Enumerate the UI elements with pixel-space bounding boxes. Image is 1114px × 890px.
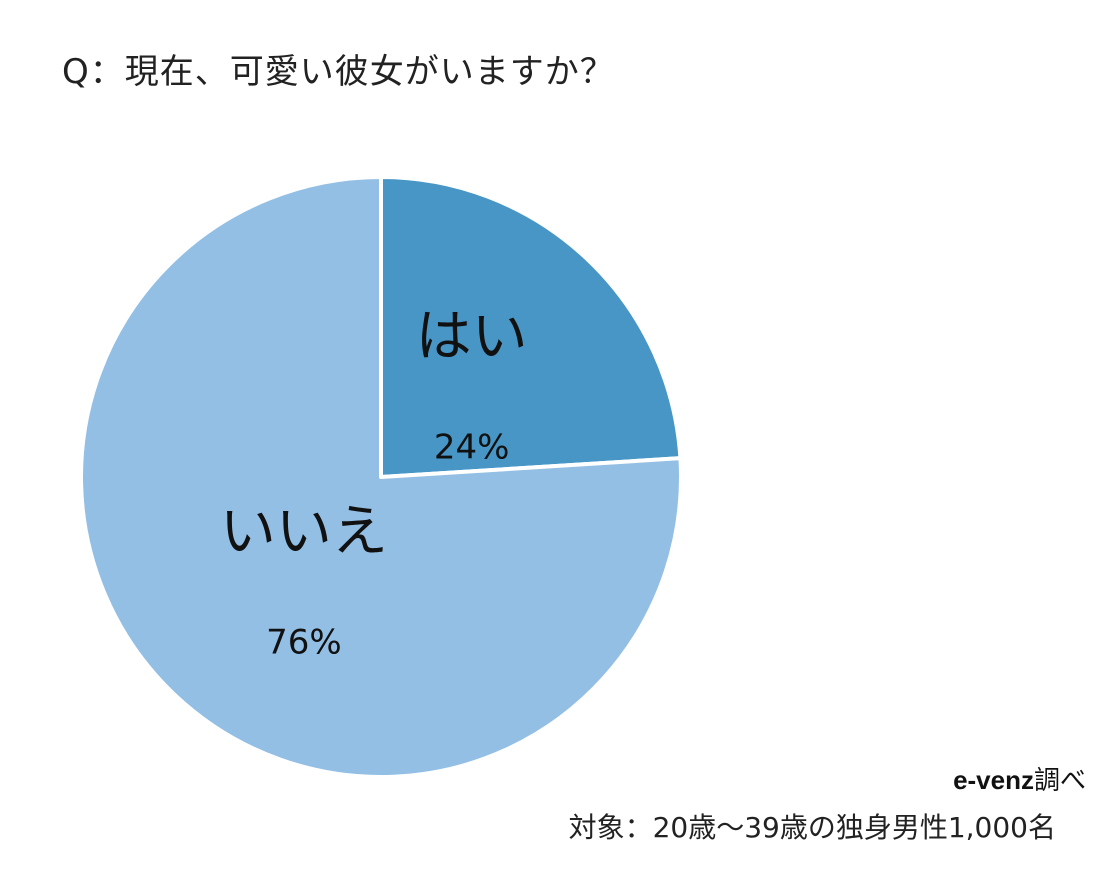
source-brand: e-venz xyxy=(953,765,1034,795)
pie-labels: はい 24% いいえ 76% xyxy=(220,305,528,663)
slice-value-0: 24% xyxy=(434,428,510,468)
chart-title: Q：現在、可愛い彼女がいますか？ xyxy=(62,52,615,92)
survey-target: 対象：20歳〜39歳の独身男性1,000名 xyxy=(568,811,1056,844)
pie-slice-0 xyxy=(379,175,683,479)
slice-value-1: 76% xyxy=(266,622,342,662)
pie-slices xyxy=(79,175,683,779)
source-credit: e-venz調べ xyxy=(953,760,1086,797)
slice-label-0: はい xyxy=(416,305,528,370)
pie-slice-1 xyxy=(79,175,683,779)
source-suffix: 調べ xyxy=(1033,766,1086,796)
slice-label-1: いいえ xyxy=(220,499,388,564)
